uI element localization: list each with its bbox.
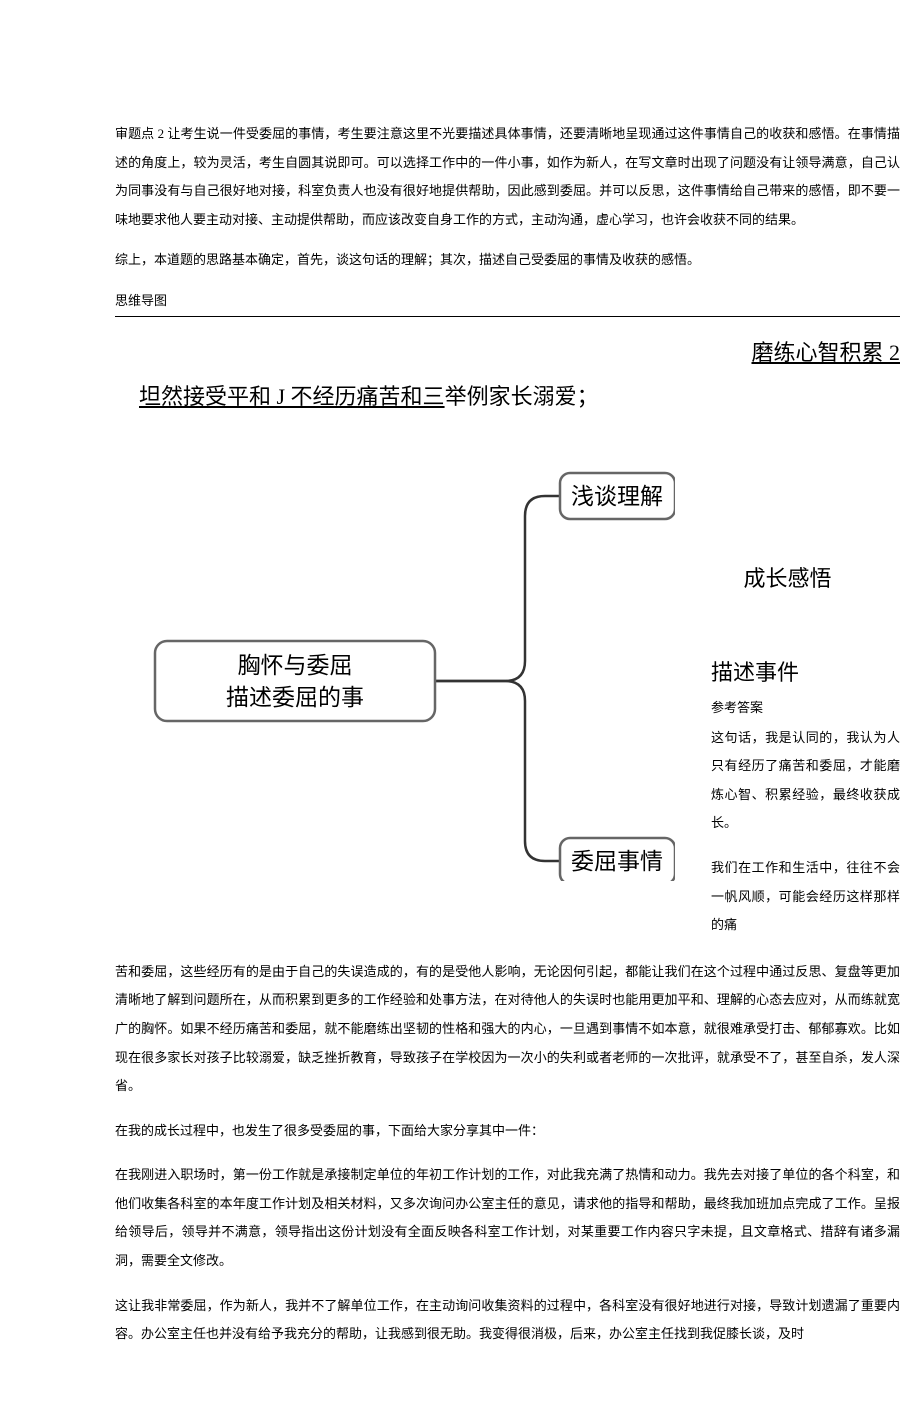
answer-paragraph-2b: 苦和委屈，这些经历有的是由于自己的失误造成的，有的是受他人影响，无论因何引起，都… bbox=[115, 958, 900, 1101]
mindmap-diagram: 胸怀与委屈 描述委屈的事 浅谈理解 委屈事情 bbox=[115, 451, 675, 881]
connector-top bbox=[435, 496, 560, 681]
answer-paragraph-1: 这句话，我是认同的，我认为人只有经历了痛苦和委屈，才能磨炼心智、积累经验，最终收… bbox=[675, 724, 900, 838]
mindmap-label: 思维导图 bbox=[115, 287, 900, 317]
describe-heading: 描述事件 bbox=[675, 655, 900, 687]
side-content: 成长感悟 描述事件 参考答案 这句话，我是认同的，我认为人只有经历了痛苦和委屈，… bbox=[675, 451, 900, 940]
answer-paragraph-4: 在我刚进入职场时，第一份工作就是承接制定单位的年初工作计划的工作，对此我充满了热… bbox=[115, 1161, 900, 1275]
growth-heading: 成长感悟 bbox=[675, 561, 900, 593]
answer-paragraph-3: 在我的成长过程中，也发生了很多受委屈的事，下面给大家分享其中一件： bbox=[115, 1117, 900, 1146]
heading-right: 磨练心智积累 2 bbox=[115, 335, 900, 367]
diagram-svg-wrap: 胸怀与委屈 描述委屈的事 浅谈理解 委屈事情 bbox=[115, 451, 675, 886]
answer-paragraph-5: 这让我非常委屈，作为新人，我并不了解单位工作，在主动询问收集资料的过程中，各科室… bbox=[115, 1292, 900, 1349]
heading-left-underlined: 坦然接受平和 J 不经历痛苦和三 bbox=[139, 384, 445, 409]
analysis-paragraph-2: 综上，本道题的思路基本确定，首先，谈这句话的理解；其次，描述自己受委屈的事情及收… bbox=[115, 246, 900, 275]
heading-left: 坦然接受平和 J 不经历痛苦和三举例家长溺爱； bbox=[139, 379, 900, 411]
diagram-area: 胸怀与委屈 描述委屈的事 浅谈理解 委屈事情 成长感悟 描述事件 参考答案 这句… bbox=[115, 451, 900, 940]
center-box-text-1: 胸怀与委屈 bbox=[238, 653, 353, 678]
topright-box-text: 浅谈理解 bbox=[571, 484, 663, 509]
heading-left-plain: 举例家长溺爱； bbox=[445, 384, 599, 409]
answer-paragraph-2a: 我们在工作和生活中，往往不会一帆风顺，可能会经历这样那样的痛 bbox=[675, 854, 900, 940]
connector-bottom bbox=[435, 681, 560, 861]
center-box-text-2: 描述委屈的事 bbox=[226, 685, 364, 710]
reference-answer-label: 参考答案 bbox=[675, 697, 900, 716]
analysis-paragraph-1: 审题点 2 让考生说一件受委屈的事情，考生要注意这里不光要描述具体事情，还要清晰… bbox=[115, 120, 900, 234]
bottomright-box-text: 委屈事情 bbox=[571, 849, 663, 874]
